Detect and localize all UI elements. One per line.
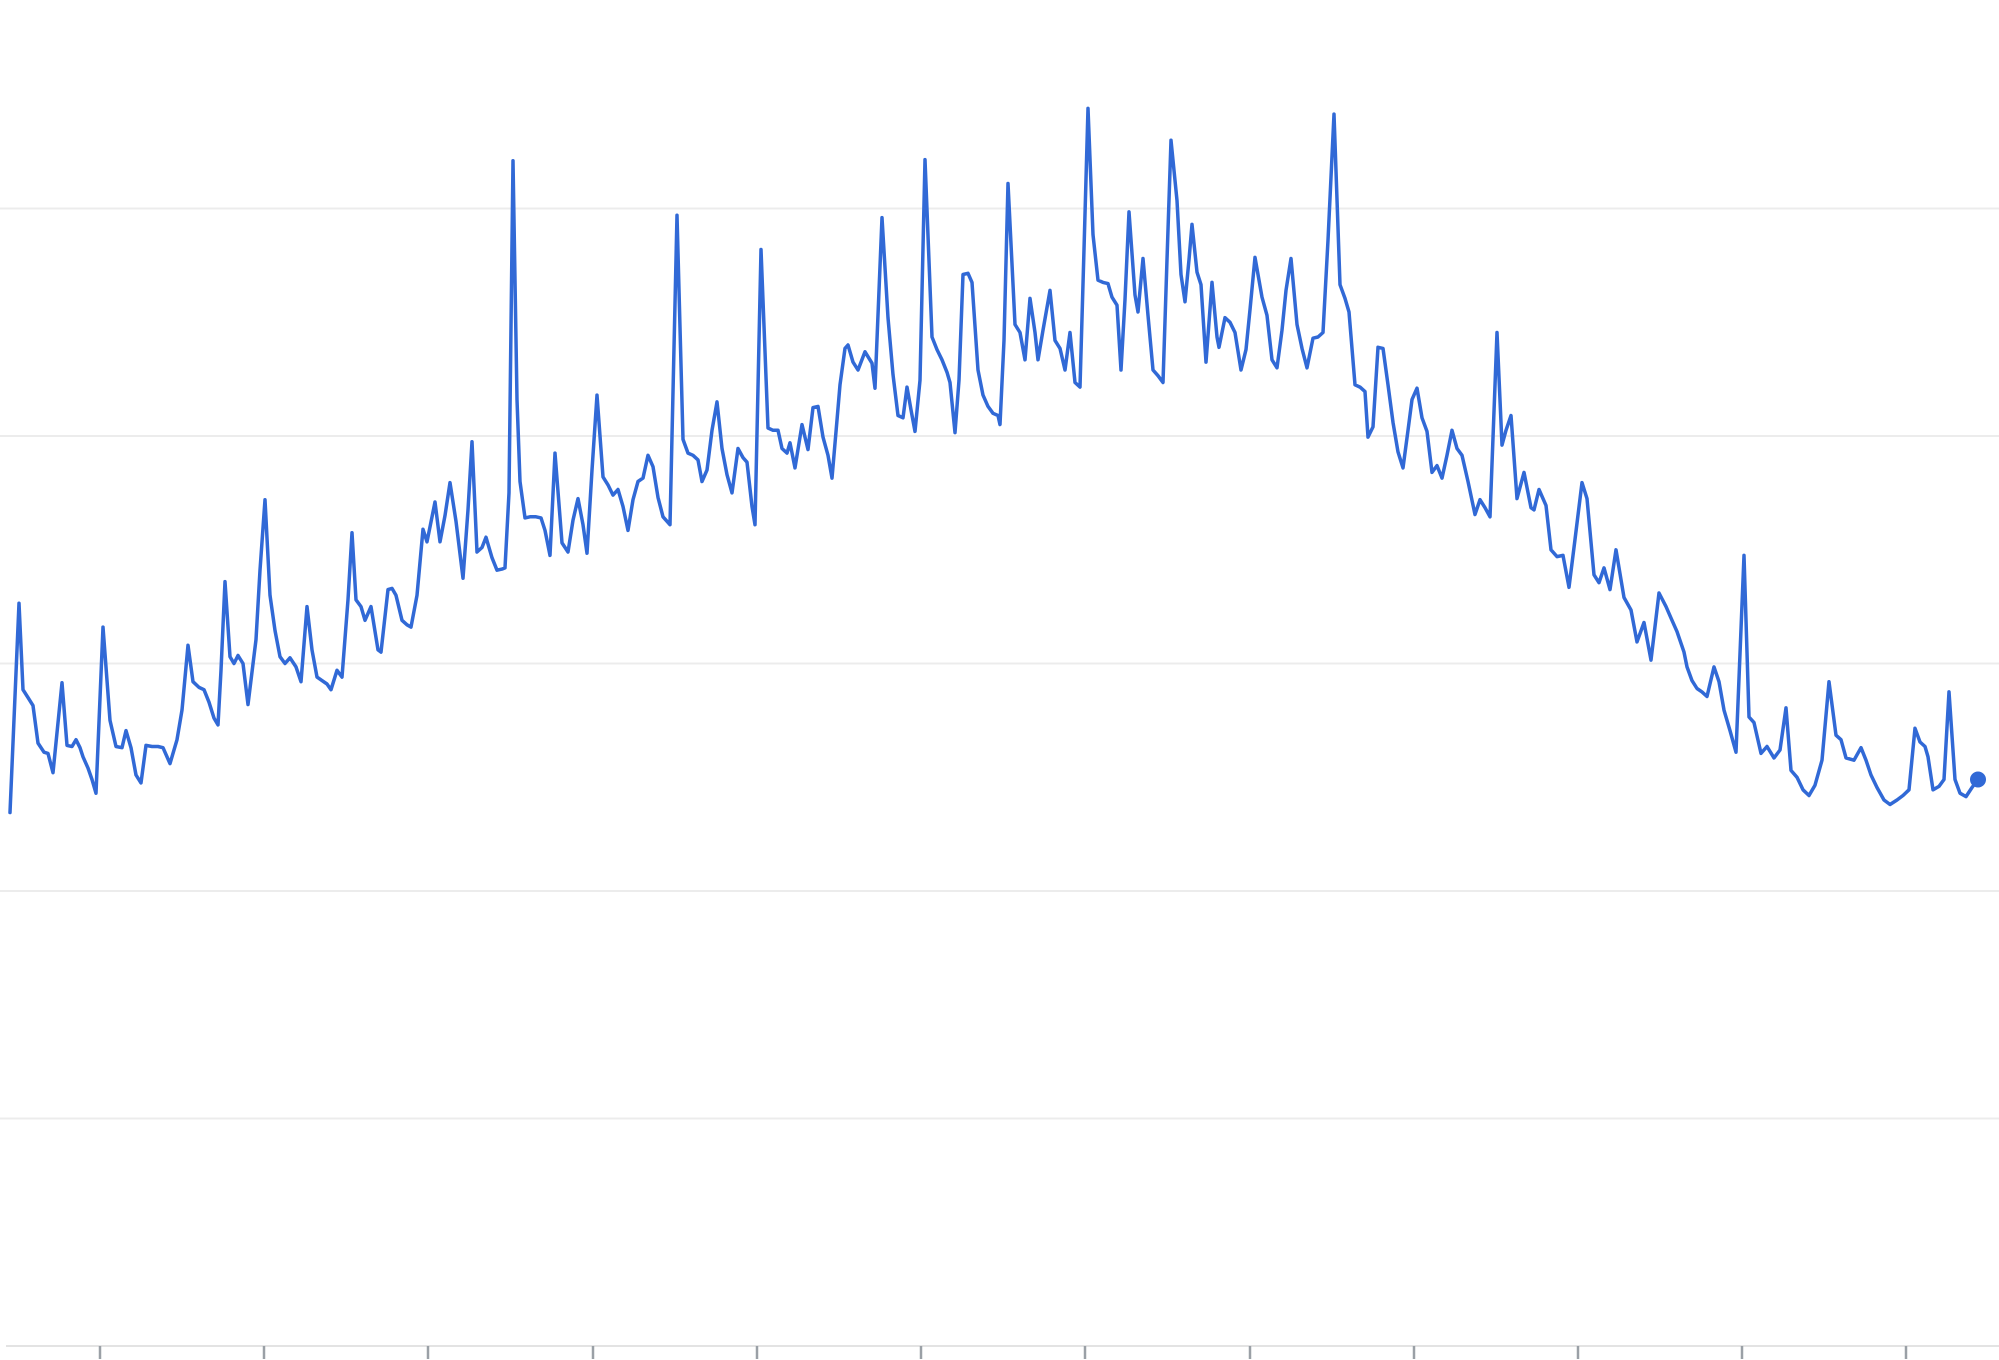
trend-line [8, 106, 1980, 815]
series-end-dot [1970, 771, 1986, 788]
